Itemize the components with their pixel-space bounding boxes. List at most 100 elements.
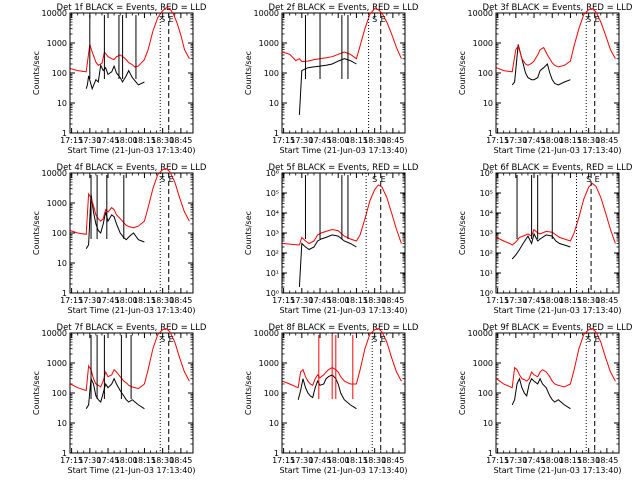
y-tick-label: 10⁵	[480, 189, 493, 198]
x-tick-label: 17:15	[272, 296, 295, 305]
x-tick-label: 17:15	[60, 296, 83, 305]
x-tick-label: 18:30	[577, 136, 600, 145]
y-tick-label: 1000	[259, 359, 279, 368]
x-tick-label: 17:15	[60, 456, 83, 465]
y-tick-label: 1000	[47, 199, 67, 208]
start-marker-label: S	[160, 15, 165, 24]
x-tick-label: 18:00	[115, 456, 138, 465]
x-tick-label: 18:00	[327, 296, 350, 305]
y-axis-label: Counts/sec	[32, 51, 41, 95]
panel-det-8f: Det 8f BLACK = Events, RED = LLD 1 10 100 10…	[244, 323, 419, 475]
y-tick-label: 100	[264, 69, 279, 78]
x-tick-label: 18:30	[363, 296, 386, 305]
lld-series-line	[496, 8, 616, 73]
lld-series-line	[282, 328, 402, 389]
y-tick-label: 10	[269, 99, 279, 108]
y-tick-label: 10¹	[266, 269, 279, 278]
y-tick-label: 100	[478, 69, 493, 78]
y-tick-label: 1	[488, 449, 493, 458]
start-marker-label: S	[372, 15, 377, 24]
x-tick-label: 18:30	[363, 136, 386, 145]
end-marker-label: E	[381, 335, 386, 344]
x-tick-label: 18:15	[133, 136, 156, 145]
x-tick-label: 17:30	[78, 456, 101, 465]
x-tick-label: 17:30	[504, 296, 527, 305]
x-tick-label: 18:00	[541, 456, 564, 465]
y-tick-label: 1000	[259, 39, 279, 48]
x-tick-label: 18:00	[327, 456, 350, 465]
y-tick-label: 10²	[480, 249, 493, 258]
x-tick-label: 18:15	[133, 456, 156, 465]
end-marker-label: E	[595, 15, 600, 24]
x-tick-label: 17:30	[290, 296, 313, 305]
y-tick-label: 10⁰	[480, 289, 493, 298]
y-tick-label: 100	[264, 389, 279, 398]
y-tick-label: 10⁵	[266, 189, 279, 198]
start-marker-label: S	[160, 335, 165, 344]
x-axis-label: Start Time (21-Jun-03 17:13:40)	[68, 466, 196, 475]
panel-title: Det 3f BLACK = Events, RED = LLD	[483, 3, 633, 13]
panel-title: Det 9f BLACK = Events, RED = LLD	[483, 323, 633, 333]
x-tick-label: 17:15	[272, 136, 295, 145]
end-marker-label: E	[381, 15, 386, 24]
y-tick-label: 1	[488, 129, 493, 138]
x-tick-label: 18:45	[595, 136, 618, 145]
x-tick-label: 18:15	[559, 136, 582, 145]
axes-frame	[495, 12, 620, 134]
x-tick-label: 18:15	[345, 136, 368, 145]
x-tick-label: 18:30	[151, 296, 174, 305]
x-tick-label: 18:45	[595, 456, 618, 465]
y-tick-label: 10000	[254, 329, 279, 338]
lld-series-line	[282, 184, 402, 246]
y-tick-label: 10000	[42, 329, 67, 338]
x-tick-label: 17:45	[308, 136, 331, 145]
y-tick-label: 10000	[468, 9, 493, 18]
y-tick-label: 1	[62, 129, 67, 138]
lld-series-line	[70, 7, 190, 73]
y-tick-label: 10000	[468, 329, 493, 338]
events-series-line	[298, 234, 357, 288]
x-tick-label: 18:15	[345, 296, 368, 305]
axes-frame	[281, 12, 406, 134]
panel-det-5f: Det 5f BLACK = Events, RED = LLD 10⁰ 10¹ 10…	[244, 163, 419, 315]
start-marker-label: S	[372, 335, 377, 344]
panel-title: Det 1f BLACK = Events, RED = LLD	[57, 3, 207, 13]
x-tick-label: 18:45	[169, 456, 192, 465]
start-marker-label: S	[160, 175, 165, 184]
x-axis-label: Start Time (21-Jun-03 17:13:40)	[68, 146, 196, 155]
y-tick-label: 10⁴	[480, 209, 493, 218]
axes-frame	[495, 332, 620, 454]
y-tick-label: 100	[52, 69, 67, 78]
y-tick-label: 10	[57, 99, 67, 108]
start-marker-label: S	[586, 175, 591, 184]
x-axis-label: Start Time (21-Jun-03 17:13:40)	[280, 146, 408, 155]
y-tick-label: 10000	[42, 9, 67, 18]
y-tick-label: 10³	[480, 229, 493, 238]
y-tick-label: 10	[483, 99, 493, 108]
start-marker-label: S	[372, 175, 377, 184]
events-series-line	[85, 193, 145, 249]
x-tick-label: 18:45	[169, 296, 192, 305]
start-marker-label: S	[586, 15, 591, 24]
x-tick-label: 18:15	[345, 456, 368, 465]
y-tick-label: 1000	[473, 39, 493, 48]
axes-frame	[69, 172, 194, 294]
panel-title: Det 6f BLACK = Events, RED = LLD	[483, 163, 633, 173]
x-tick-label: 18:30	[363, 456, 386, 465]
panel-title: Det 2f BLACK = Events, RED = LLD	[269, 3, 419, 13]
axes-frame	[495, 172, 620, 294]
lld-series-line	[282, 8, 402, 63]
x-tick-label: 18:45	[595, 296, 618, 305]
axes-frame	[69, 12, 194, 134]
x-tick-label: 17:30	[290, 456, 313, 465]
y-tick-label: 100	[478, 389, 493, 398]
x-tick-label: 18:00	[541, 296, 564, 305]
y-tick-label: 10⁴	[266, 209, 279, 218]
y-tick-label: 10	[483, 419, 493, 428]
x-tick-label: 18:30	[151, 136, 174, 145]
x-axis-label: Start Time (21-Jun-03 17:13:40)	[494, 466, 622, 475]
panel-det-4f: Det 4f BLACK = Events, RED = LLD 1 10 100 10…	[32, 163, 207, 315]
events-series-line	[511, 377, 571, 410]
